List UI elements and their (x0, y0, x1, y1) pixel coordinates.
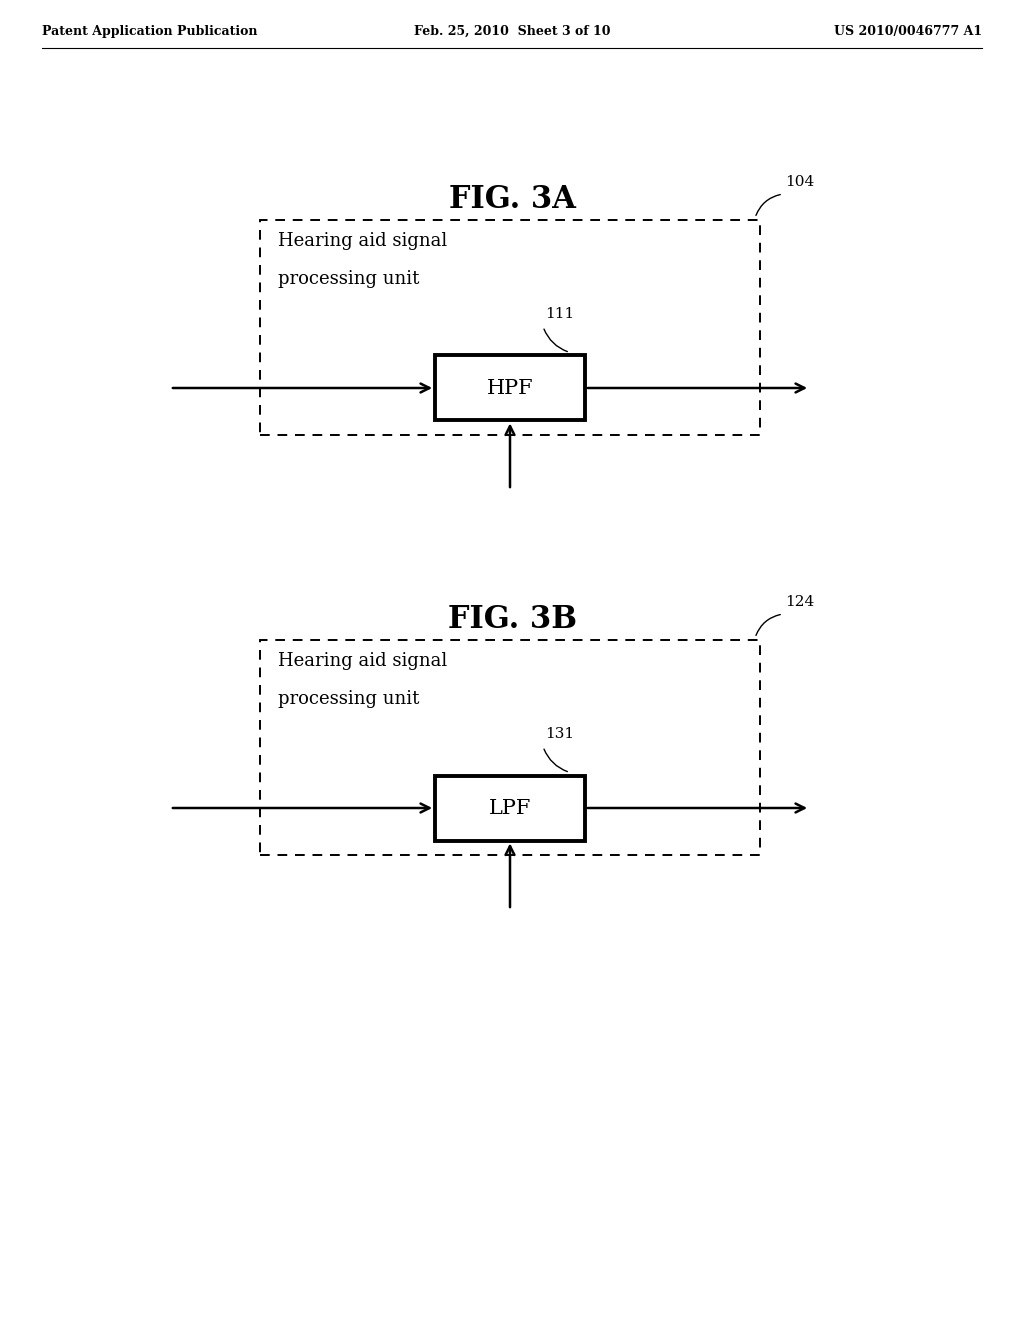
Text: Patent Application Publication: Patent Application Publication (42, 25, 257, 38)
Text: Hearing aid signal: Hearing aid signal (278, 652, 447, 671)
Text: processing unit: processing unit (278, 690, 420, 708)
Text: processing unit: processing unit (278, 271, 420, 288)
Text: FIG. 3B: FIG. 3B (447, 605, 577, 635)
Text: 104: 104 (785, 176, 814, 189)
Text: 111: 111 (545, 306, 574, 321)
Bar (260, 220, 760, 436)
Text: LPF: LPF (488, 799, 531, 817)
Bar (435, 776, 585, 841)
Bar (435, 355, 585, 421)
Text: Hearing aid signal: Hearing aid signal (278, 232, 447, 249)
Text: FIG. 3A: FIG. 3A (449, 185, 575, 215)
Text: HPF: HPF (486, 379, 534, 397)
Text: Feb. 25, 2010  Sheet 3 of 10: Feb. 25, 2010 Sheet 3 of 10 (414, 25, 610, 38)
Text: US 2010/0046777 A1: US 2010/0046777 A1 (834, 25, 982, 38)
Bar (260, 640, 760, 855)
Text: 131: 131 (545, 726, 574, 741)
Text: 124: 124 (785, 595, 814, 609)
